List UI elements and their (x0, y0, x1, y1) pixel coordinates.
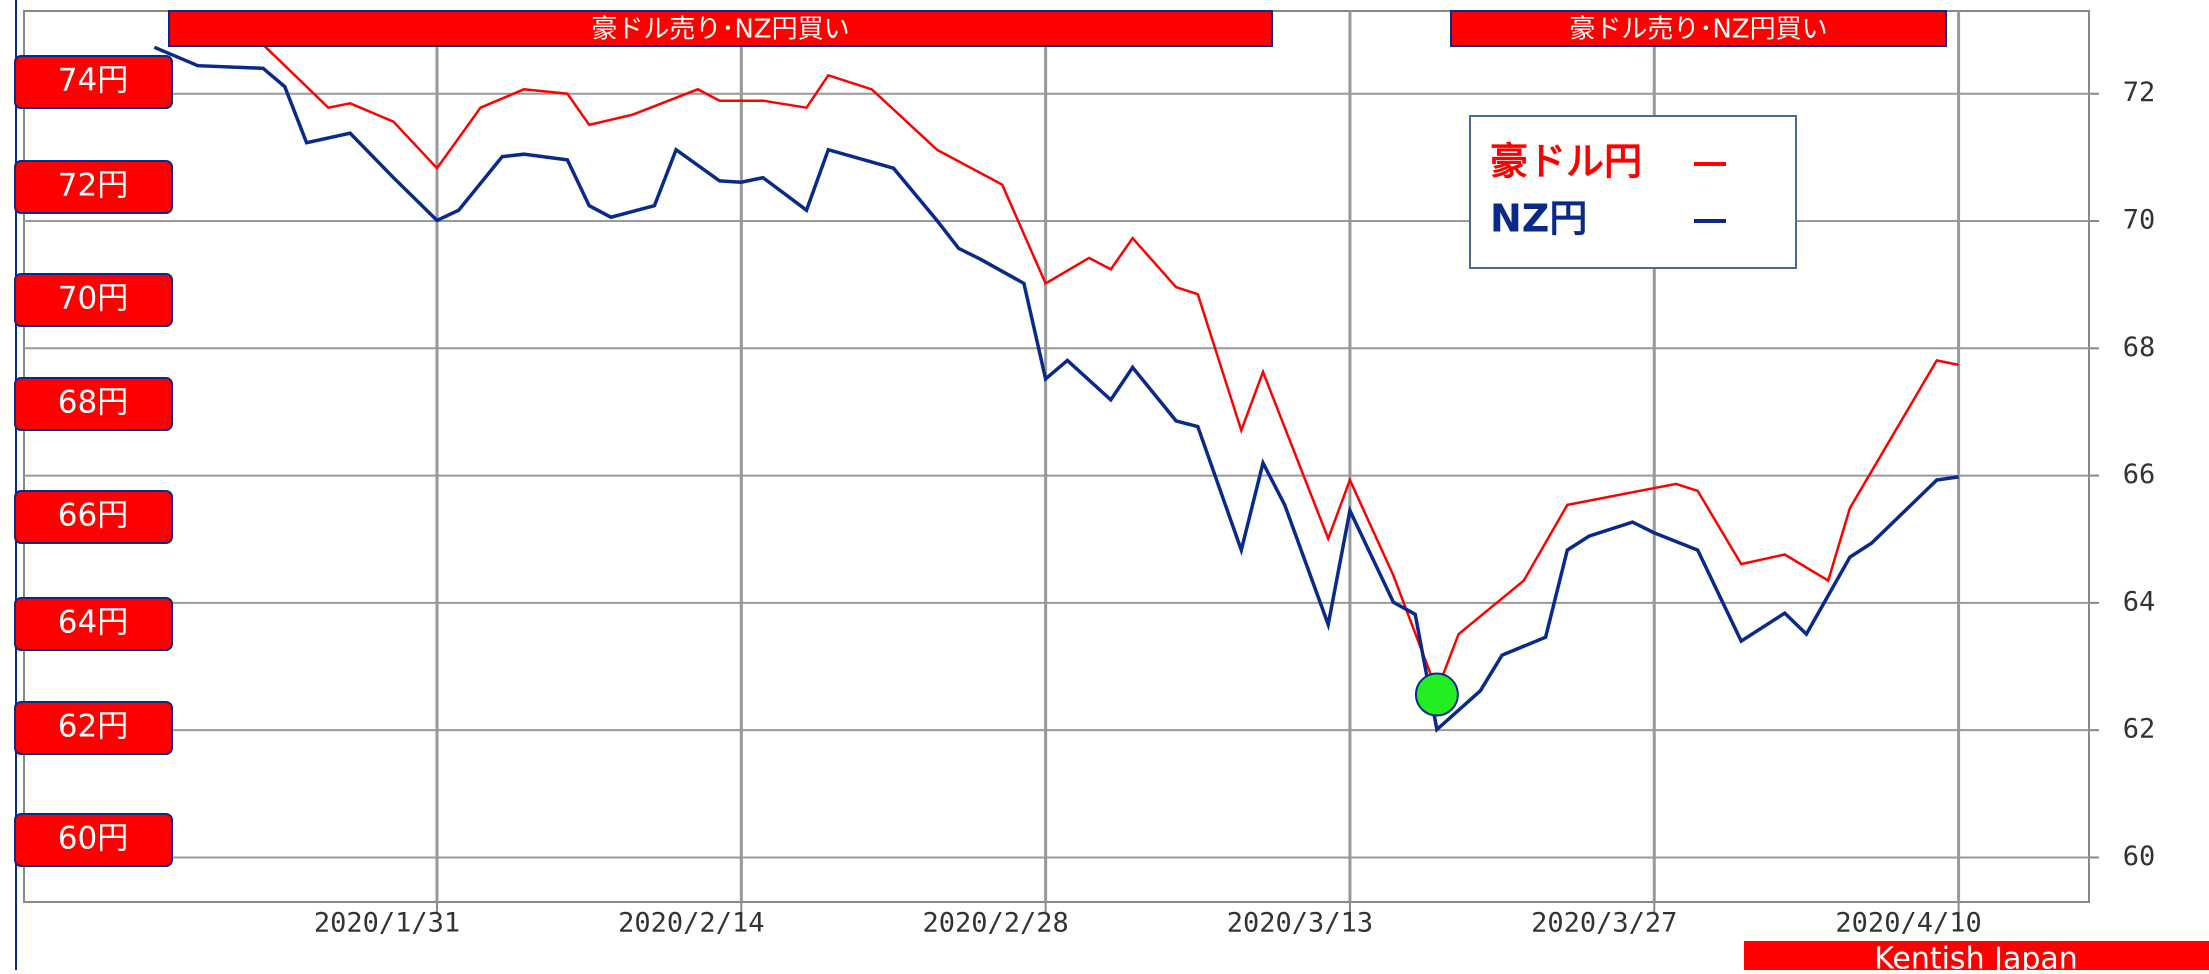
left-label-box (14, 377, 173, 431)
left-label-box (14, 813, 173, 867)
left-label-box (14, 55, 173, 109)
left-label: 68円 (58, 385, 128, 421)
left-label: 64円 (58, 605, 128, 641)
y-tick-label: 68 (2123, 332, 2156, 363)
left-label: 66円 (58, 498, 128, 534)
legend-label: NZ円 (1490, 197, 1587, 241)
marker (1414, 672, 1459, 717)
left-label: 62円 (58, 709, 128, 745)
y-tick-label: 70 (2123, 205, 2156, 236)
x-tick-label: 2020/3/27 (1531, 908, 1677, 939)
legend-box (1469, 115, 1797, 269)
footer-box (1744, 941, 2209, 970)
left-label-box (14, 273, 173, 327)
y-tick-label: 64 (2123, 586, 2156, 617)
x-tick-label: 2020/2/28 (922, 908, 1068, 939)
banner-text: 豪ドル売り･NZ円買い (591, 15, 849, 45)
banner (1450, 10, 1947, 47)
x-tick-label: 2020/4/10 (1835, 908, 1981, 939)
banner-text: 豪ドル売り･NZ円買い (1569, 15, 1827, 45)
x-tick-label: 2020/1/31 (314, 908, 460, 939)
left-label-box (14, 597, 173, 651)
y-tick-label: 60 (2123, 841, 2156, 872)
left-label: 60円 (58, 821, 128, 857)
footer-text: Kentish Japan (1874, 942, 2078, 971)
y-tick-label: 66 (2123, 459, 2156, 490)
x-tick-label: 2020/2/14 (618, 908, 764, 939)
x-tick-label: 2020/3/13 (1227, 908, 1373, 939)
left-label-box (14, 160, 173, 214)
left-label: 74円 (58, 63, 128, 99)
y-tick-label: 62 (2123, 714, 2156, 745)
y-tick-label: 72 (2123, 77, 2156, 108)
left-label: 70円 (58, 281, 128, 317)
legend-label: 豪ドル円 (1490, 140, 1642, 184)
left-label-box (14, 490, 173, 544)
banner (168, 10, 1273, 47)
left-label: 72円 (58, 168, 128, 204)
series-line (153, 45, 1959, 733)
series-line (262, 43, 1959, 695)
left-label-box (14, 701, 173, 755)
